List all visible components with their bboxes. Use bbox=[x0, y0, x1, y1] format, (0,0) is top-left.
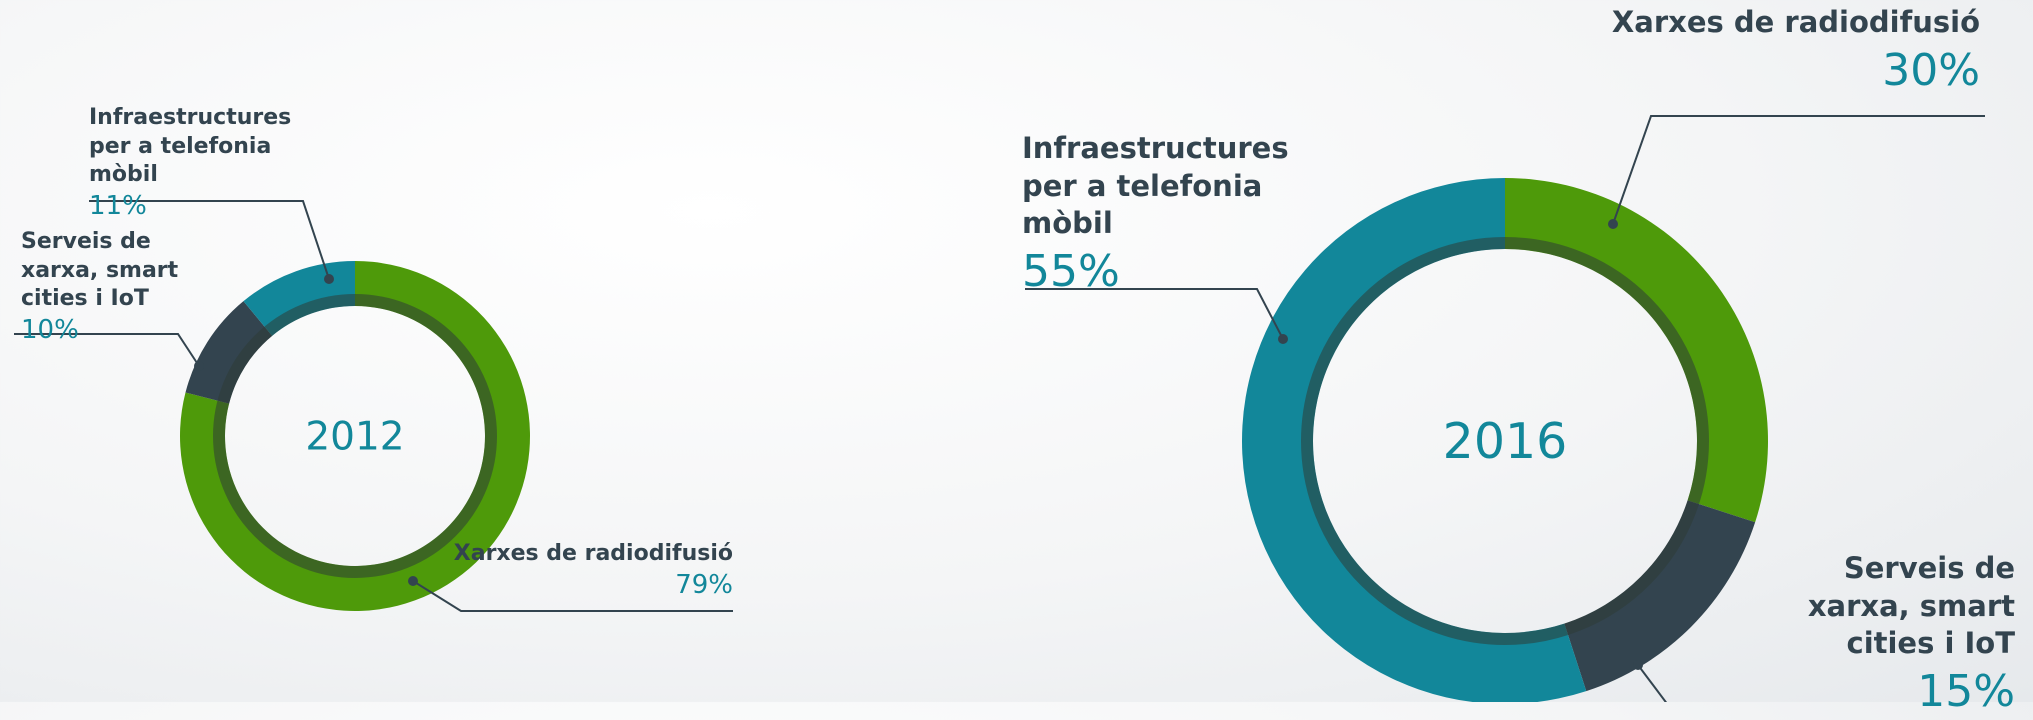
segment-name: Serveis de xarxa, smart cities i IoT bbox=[21, 229, 179, 312]
center-year: 2012 bbox=[305, 415, 404, 460]
leader-dot bbox=[408, 576, 418, 586]
segment-name: Xarxes de radiodifusió bbox=[1611, 5, 1980, 39]
inner-shadow-ring bbox=[213, 294, 497, 578]
segment-label: Infraestructures per a telefonia mòbil 11… bbox=[89, 104, 329, 224]
leader-line bbox=[1025, 288, 1284, 340]
segment-label: Serveis de xarxa, smart cities i IoT 10% bbox=[21, 228, 221, 348]
segment-label: Serveis de xarxa, smart cities i IoT 15% bbox=[1755, 550, 2015, 720]
leader-dot bbox=[194, 361, 204, 371]
donut-segment bbox=[1505, 178, 1768, 523]
leader-line bbox=[1637, 664, 1667, 702]
donut-segment bbox=[1564, 500, 1756, 692]
donut-segment bbox=[185, 301, 273, 404]
leader-dot bbox=[1633, 660, 1643, 670]
leader-dot bbox=[1278, 334, 1288, 344]
donut-segment bbox=[1242, 178, 1587, 702]
segment-percent: 55% bbox=[1022, 246, 1120, 298]
leader-line bbox=[89, 200, 330, 280]
leader-dot bbox=[1608, 219, 1618, 229]
segment-name: Infraestructures per a telefonia mòbil bbox=[1022, 131, 1289, 241]
leader-line bbox=[412, 580, 733, 612]
segment-name: Infraestructures per a telefonia mòbil bbox=[89, 105, 292, 188]
inner-shadow-ring bbox=[1301, 237, 1709, 645]
leader-dot bbox=[324, 274, 334, 284]
segment-label: Xarxes de radiodifusió 79% bbox=[333, 540, 733, 602]
segment-percent: 11% bbox=[89, 190, 147, 221]
segment-name: Xarxes de radiodifusió bbox=[453, 541, 733, 566]
segment-name: Serveis de xarxa, smart cities i IoT bbox=[1807, 551, 2015, 661]
segment-percent: 10% bbox=[21, 314, 79, 345]
leader-line bbox=[14, 333, 200, 367]
center-year: 2016 bbox=[1443, 413, 1568, 470]
segment-label: Infraestructures per a telefonia mòbil 55… bbox=[1022, 130, 1342, 300]
segment-percent: 15% bbox=[1917, 666, 2015, 718]
leader-line bbox=[1612, 115, 1985, 225]
segment-percent: 79% bbox=[675, 569, 733, 600]
segment-label: Xarxes de radiodifusió 30% bbox=[1480, 4, 1980, 99]
charts: 2012 2016 bbox=[14, 115, 1985, 702]
segment-percent: 30% bbox=[1882, 44, 1980, 96]
